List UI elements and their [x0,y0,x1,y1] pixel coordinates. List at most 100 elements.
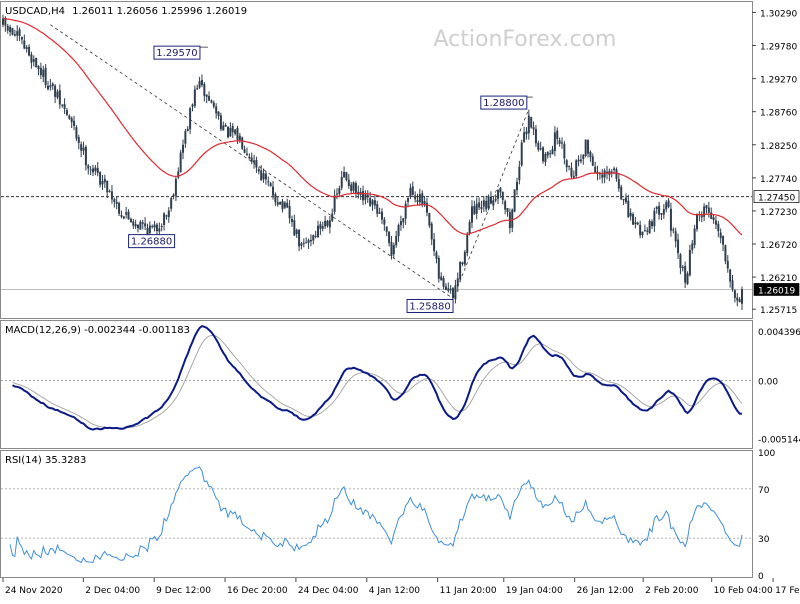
candle-body [568,165,571,167]
time-axis-label: 11 Jan 20:00 [440,586,497,596]
candle-body [290,218,293,222]
candle-body [539,148,542,150]
candle-body [556,130,559,139]
candle-body [118,202,121,214]
candle-body [345,172,348,180]
candle-body [475,203,478,214]
candle-body [684,266,687,283]
candle-body [267,181,270,183]
candle-body [542,147,545,162]
candle-body [459,261,462,280]
candle-body [416,200,419,203]
candle-body [333,195,336,212]
candle-body [94,167,97,172]
candle-body [146,227,149,235]
candle-body [103,178,106,183]
rsi-line [9,466,743,564]
candle-body [719,232,722,239]
candle-body [298,229,301,247]
candle-body [73,120,76,126]
candle-body [402,218,405,223]
candle-body [224,124,227,127]
candle-body [229,128,232,137]
candle-body [302,242,305,244]
candle-body [404,203,407,219]
candle-body [693,228,696,245]
candle-body [165,215,168,217]
candle-body [362,190,365,201]
candle-body [167,210,170,218]
candle-body [343,172,346,178]
candle-body [399,221,402,226]
candle-body [28,46,31,56]
candle-body [454,285,457,300]
candle-body [63,104,66,109]
candle-body [473,205,476,215]
price-title: USDCAD,H4 1.26011 1.26056 1.25996 1.2601… [5,6,247,17]
candle-body [264,173,267,180]
candle-body [276,202,279,205]
candle-body [30,54,33,63]
candle-body [653,210,656,227]
candle-body [241,137,244,149]
candle-body [726,260,729,269]
candle-body [518,166,521,181]
candle-body [530,117,533,128]
candle-body [712,217,715,221]
candle-body [369,197,372,206]
candle-body [80,144,83,151]
price-axis-label: 1.30290 [760,9,797,19]
candle-body [717,223,720,232]
candle-body [319,224,322,229]
candle-body [340,177,343,188]
candle-body [409,187,412,197]
price-axis-label: 1.27740 [760,175,797,185]
candle-body [506,208,509,213]
annotation-label: 1.25880 [409,301,450,312]
candle-body [497,189,500,199]
candle-body [312,235,315,241]
candle-body [120,215,123,217]
time-axis-label: 9 Dec 12:00 [156,586,211,596]
candle-body [47,85,50,90]
candle-body [236,127,239,140]
candle-body [468,221,471,234]
candle-body [163,213,166,225]
candle-body [20,37,23,40]
candle-body [245,153,248,156]
candle-body [444,286,447,290]
candle-body [639,224,642,236]
rsi-panel-frame [0,450,753,578]
time-axis-label: 2 Dec 04:00 [85,586,140,596]
candle-body [198,81,201,88]
candle-body [407,198,410,202]
candle-body [710,212,713,219]
candle-body [629,212,632,217]
candle-body [61,104,64,106]
candle-body [144,223,147,227]
candle-body [388,231,391,244]
candle-body [591,156,594,166]
candle-body [174,178,177,196]
candle-body [470,206,473,223]
candle-body [660,213,663,215]
candle-body [108,191,111,193]
rsi-layer [1,466,752,564]
candle-body [58,90,61,105]
candle-body [594,166,597,174]
candle-body [537,142,540,150]
candle-body [4,17,7,26]
candle-body [51,83,54,87]
price-axis-label: 1.29270 [760,76,797,86]
candle-body [75,127,78,139]
annotation-label: 1.26880 [131,237,172,248]
candle-body [513,189,516,212]
candle-body [32,59,35,62]
candle-body [35,57,38,68]
annotation-label: 1.29570 [156,48,197,59]
moving-average-line [2,17,743,236]
candle-body [18,29,21,37]
candle-body [390,242,393,256]
candle-body [153,224,156,228]
candle-body [688,249,691,276]
